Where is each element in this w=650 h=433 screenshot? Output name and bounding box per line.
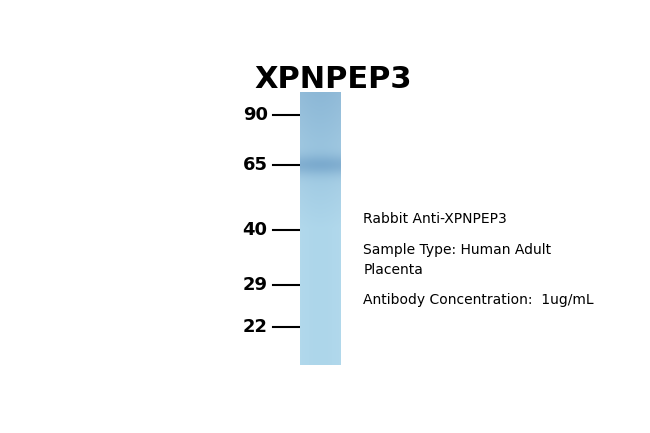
Text: Sample Type: Human Adult: Sample Type: Human Adult: [363, 243, 551, 257]
Text: 22: 22: [242, 318, 268, 336]
Text: Antibody Concentration:  1ug/mL: Antibody Concentration: 1ug/mL: [363, 293, 594, 307]
Text: Placenta: Placenta: [363, 263, 423, 278]
Text: XPNPEP3: XPNPEP3: [254, 65, 412, 94]
Text: 65: 65: [242, 156, 268, 174]
Text: 29: 29: [242, 276, 268, 294]
Text: 40: 40: [242, 221, 268, 239]
Text: 90: 90: [242, 107, 268, 124]
Text: Rabbit Anti-XPNPEP3: Rabbit Anti-XPNPEP3: [363, 212, 507, 226]
